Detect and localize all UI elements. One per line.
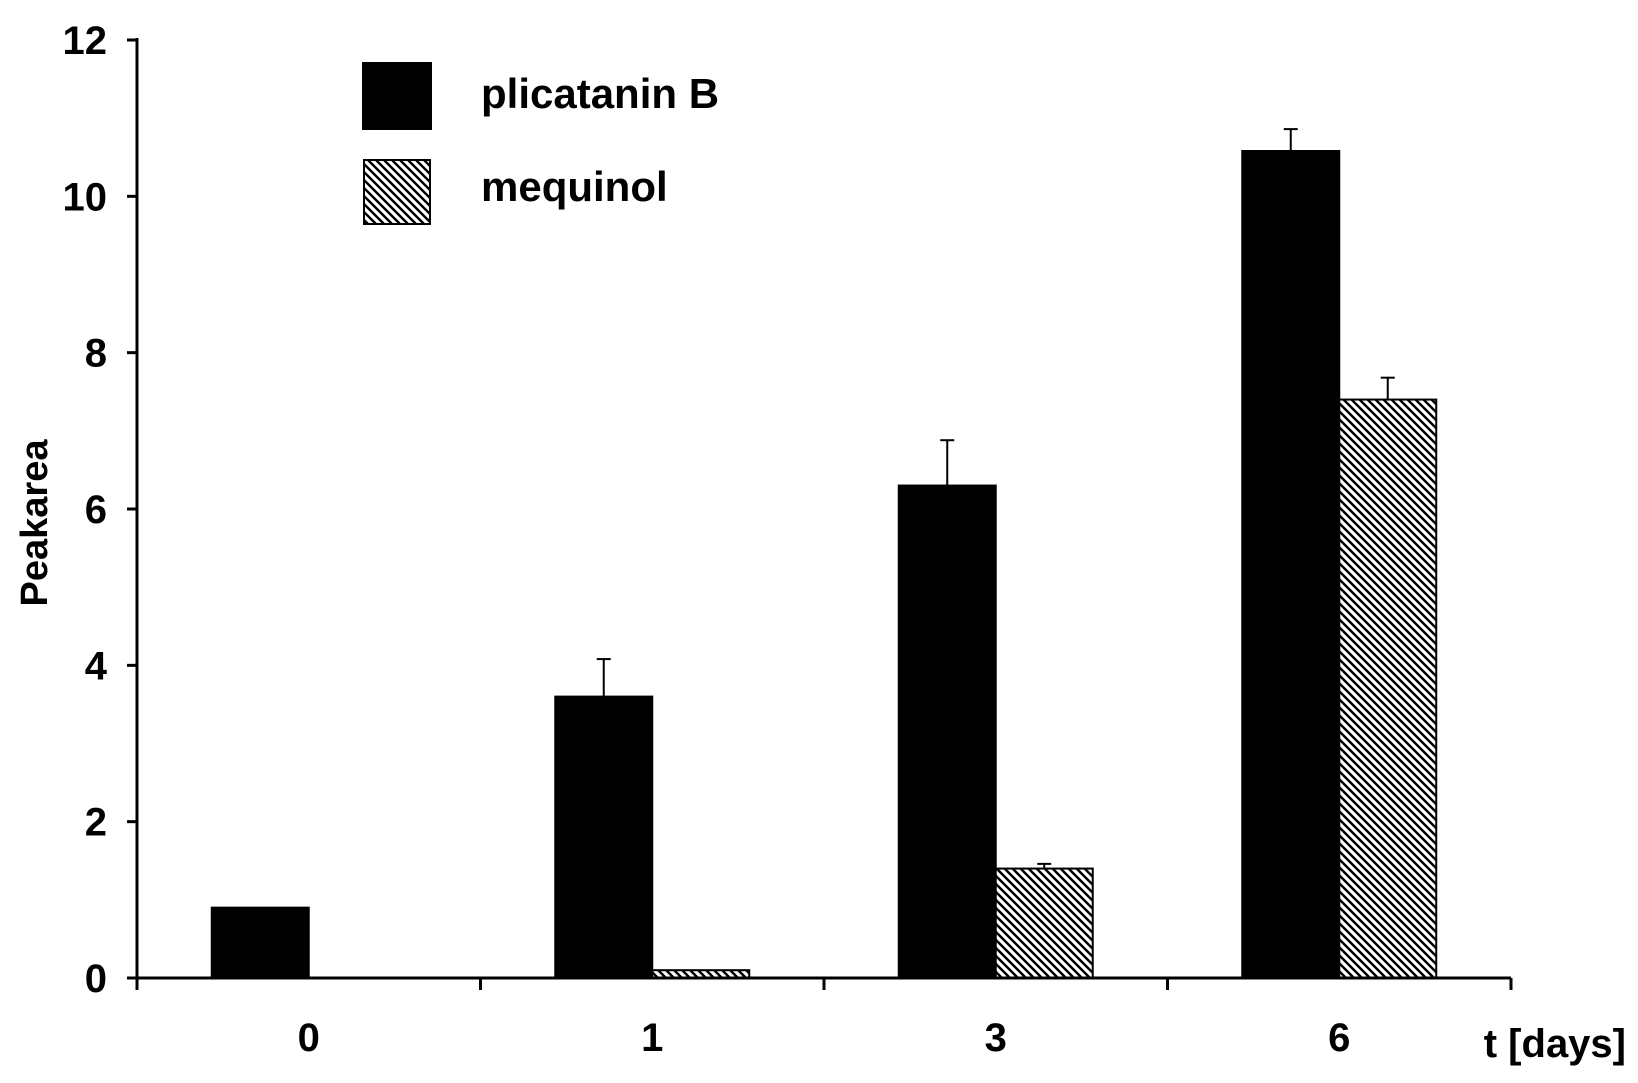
bar-mequinol-6 [1338,398,1438,980]
y-tick-label: 6 [85,488,107,532]
legend-swatch-plicatanin-b [362,62,432,130]
y-axis-label: Peakarea [14,439,56,607]
legend-swatch-mequinol [363,159,431,225]
bar-plicatanin-b-3 [897,484,997,979]
y-tick-label: 0 [85,957,107,1001]
legend-label-mequinol: mequinol [481,163,668,210]
bar-plicatanin-b-1 [554,695,654,979]
bar-plicatanin-b-6 [1241,149,1341,980]
y-tick-label: 10 [63,175,108,219]
y-tick-label: 8 [85,332,107,376]
bar-mequinol-3 [994,867,1094,979]
bars-layer [210,149,1438,980]
x-axis-label: t [days] [1484,1022,1626,1066]
error-bars-layer [596,128,1395,869]
x-tick-label: 1 [641,1016,663,1060]
y-axis: 0 2 4 6 8 10 12 [63,19,139,1001]
bar-plicatanin-b-0 [210,906,310,980]
x-tick-label: 6 [1328,1016,1350,1060]
legend: plicatanin B mequinol [362,62,719,225]
y-tick-label: 12 [63,19,108,63]
x-tick-label: 0 [298,1016,320,1060]
x-axis: 0 1 3 6 [135,976,1513,1060]
y-tick-label: 4 [85,644,108,688]
y-tick-label: 2 [85,801,107,845]
legend-label-plicatanin-b: plicatanin B [481,70,719,117]
x-tick-label: 3 [985,1016,1007,1060]
